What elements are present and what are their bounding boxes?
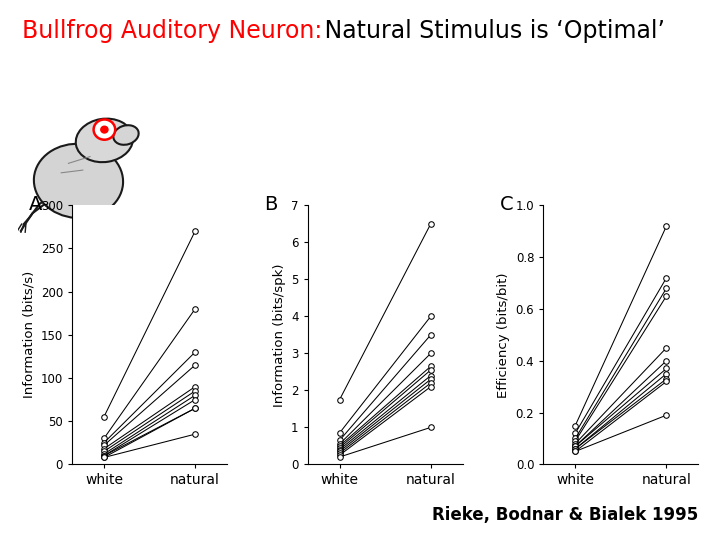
Y-axis label: Information (bits/s): Information (bits/s)	[22, 271, 35, 399]
Text: B: B	[264, 195, 278, 214]
Circle shape	[94, 119, 115, 140]
Ellipse shape	[76, 119, 133, 162]
Text: C: C	[500, 195, 513, 214]
Circle shape	[101, 126, 108, 133]
Text: Bullfrog Auditory Neuron:: Bullfrog Auditory Neuron:	[22, 19, 322, 43]
Text: Natural Stimulus is ‘Optimal’: Natural Stimulus is ‘Optimal’	[317, 19, 665, 43]
Y-axis label: Information (bits/spk): Information (bits/spk)	[273, 263, 286, 407]
Ellipse shape	[113, 125, 139, 145]
Y-axis label: Efficiency (bits/bit): Efficiency (bits/bit)	[497, 272, 510, 397]
Ellipse shape	[34, 144, 123, 218]
Text: Rieke, Bodnar & Bialek 1995: Rieke, Bodnar & Bialek 1995	[432, 506, 698, 524]
Text: A: A	[29, 195, 42, 214]
